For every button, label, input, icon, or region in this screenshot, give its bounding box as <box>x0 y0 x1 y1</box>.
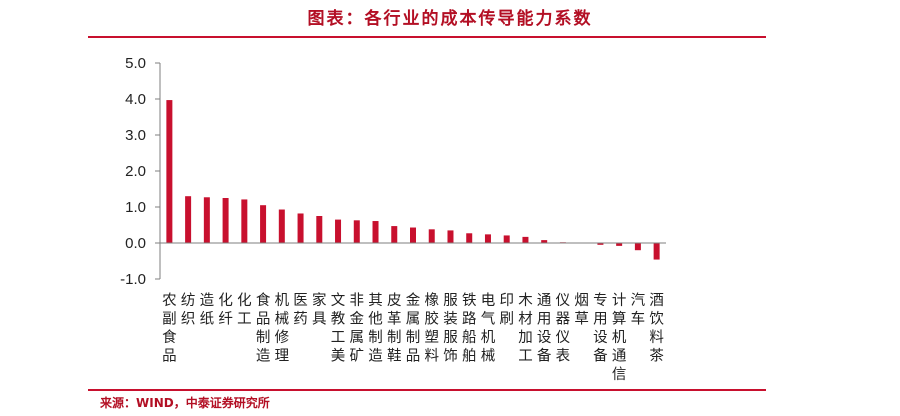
category-label: 农副食品 <box>162 292 177 365</box>
category-label: 烟草 <box>574 292 589 328</box>
category-label: 橡胶塑料 <box>424 292 439 365</box>
bar <box>203 197 210 243</box>
bar <box>391 226 398 243</box>
title-rule-top <box>88 36 766 38</box>
bar <box>653 243 660 260</box>
bar <box>222 198 229 243</box>
category-label: 服装服饰 <box>443 293 458 365</box>
y-tick-label: 1.0 <box>125 199 146 216</box>
bar <box>597 243 604 245</box>
y-axis: 5.0 4.0 3.0 2.0 1.0 0.0 -1.0 <box>120 55 161 288</box>
bar <box>503 235 510 243</box>
bar <box>166 100 173 243</box>
bar <box>616 243 623 246</box>
bars <box>166 100 660 260</box>
category-label: 酒饮料茶 <box>649 292 664 365</box>
bar <box>241 199 248 243</box>
category-label: 非金属矿 <box>350 292 365 365</box>
category-label: 印刷 <box>499 292 514 328</box>
category-labels: 农副食品纺织造纸化纤化工食品制造机械修理医药家具文教工美非金属矿其他制造皮革制鞋… <box>162 292 664 383</box>
bar <box>541 240 548 243</box>
category-label: 计算机通信 <box>612 292 627 383</box>
bar <box>278 209 285 243</box>
category-label: 食品制造 <box>256 292 271 365</box>
bar <box>316 216 323 243</box>
y-tick-label: 3.0 <box>125 127 146 144</box>
category-label: 专用设备 <box>593 292 608 365</box>
category-label: 化纤 <box>218 292 233 328</box>
y-tick-label: -1.0 <box>120 271 146 288</box>
category-label: 电气机械 <box>481 292 496 365</box>
y-tick-label: 5.0 <box>125 55 146 72</box>
bar <box>634 243 641 251</box>
bar <box>447 230 454 243</box>
y-tick-label: 4.0 <box>125 91 146 108</box>
bar <box>353 220 360 243</box>
y-tick-label: 0.0 <box>125 235 146 252</box>
bar <box>260 205 267 243</box>
bar <box>466 233 473 243</box>
bar <box>522 236 529 243</box>
bar <box>185 196 192 243</box>
category-label: 纺织 <box>181 292 196 328</box>
source-note: 来源：WIND，中泰证券研究所 <box>100 396 270 410</box>
category-label: 化工 <box>237 292 252 328</box>
category-label: 铁路船舶 <box>462 292 477 365</box>
category-label: 其他制造 <box>368 292 383 365</box>
bar <box>484 234 491 243</box>
category-label: 金属制品 <box>406 292 421 365</box>
source-rule <box>88 389 766 391</box>
category-label: 皮革制鞋 <box>387 292 402 365</box>
chart-title: 图表：各行业的成本传导能力系数 <box>307 9 593 29</box>
bar <box>428 229 435 243</box>
bar <box>372 221 379 243</box>
category-label: 仪器仪表 <box>556 293 571 365</box>
category-label: 医药 <box>293 293 308 328</box>
category-label: 木材加工 <box>518 292 533 365</box>
bar <box>297 213 304 243</box>
category-label: 文教工美 <box>331 292 346 365</box>
category-label: 通用设备 <box>537 292 552 365</box>
y-tick-label: 2.0 <box>125 163 146 180</box>
category-label: 汽车 <box>631 292 646 328</box>
bar <box>335 219 342 243</box>
category-label: 造纸 <box>200 292 215 328</box>
bar <box>410 227 416 243</box>
category-label: 家具 <box>312 292 327 328</box>
category-label: 机械修理 <box>275 292 290 365</box>
